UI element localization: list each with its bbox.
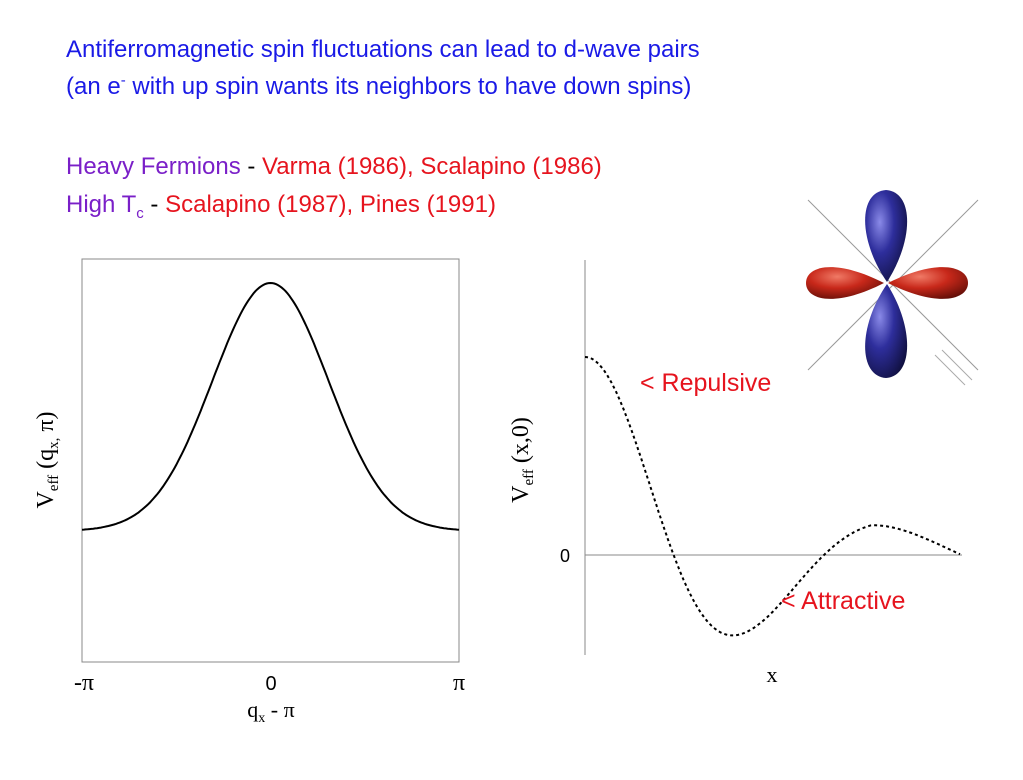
repulsive-annotation: < Repulsive bbox=[640, 369, 771, 397]
left-plot-xlabel: qx - π bbox=[247, 697, 294, 726]
heavy-fermions-refs: Varma (1986), Scalapino (1986) bbox=[262, 153, 602, 180]
heading-text-2a: (an e bbox=[66, 73, 121, 100]
right-plot-xlabel: x bbox=[767, 662, 778, 687]
heading-text-2b: with up spin wants its neighbors to have… bbox=[125, 73, 692, 100]
heavy-fermions-label: Heavy Fermions bbox=[66, 153, 241, 180]
tick-minus-pi: -π bbox=[74, 670, 94, 696]
right-plot-zero-label: 0 bbox=[560, 546, 570, 566]
heading-line-1: Antiferromagnetic spin fluctuations can … bbox=[66, 36, 700, 64]
right-plot-curve bbox=[584, 356, 961, 637]
high-tc-refs: Scalapino (1987), Pines (1991) bbox=[165, 191, 496, 218]
heading-text-1: Antiferromagnetic spin fluctuations can … bbox=[66, 36, 700, 63]
tick-zero: 0 bbox=[265, 673, 276, 695]
left-plot-ylabel: Veff (qx, π) bbox=[33, 411, 62, 508]
right-plot-ylabel: Veff (x,0) bbox=[508, 417, 537, 503]
high-tc-separator: - bbox=[143, 191, 166, 218]
heading-line-2: (an e- with up spin wants its neighbors … bbox=[66, 73, 691, 101]
left-plot-frame bbox=[81, 258, 460, 663]
high-tc-label: High T bbox=[66, 191, 137, 218]
dx2-y2-orbital-icon bbox=[806, 190, 979, 386]
high-tc-subscript: c bbox=[136, 204, 144, 222]
high-tc-line: High Tc - Scalapino (1987), Pines (1991) bbox=[66, 191, 496, 222]
electron-superscript: - bbox=[120, 72, 126, 89]
attractive-annotation: < Attractive bbox=[781, 587, 905, 615]
tick-pi: π bbox=[453, 670, 465, 696]
left-plot-curve bbox=[81, 281, 460, 531]
heavy-fermions-separator: - bbox=[240, 153, 263, 180]
heavy-fermions-line: Heavy Fermions - Varma (1986), Scalapino… bbox=[66, 153, 602, 181]
